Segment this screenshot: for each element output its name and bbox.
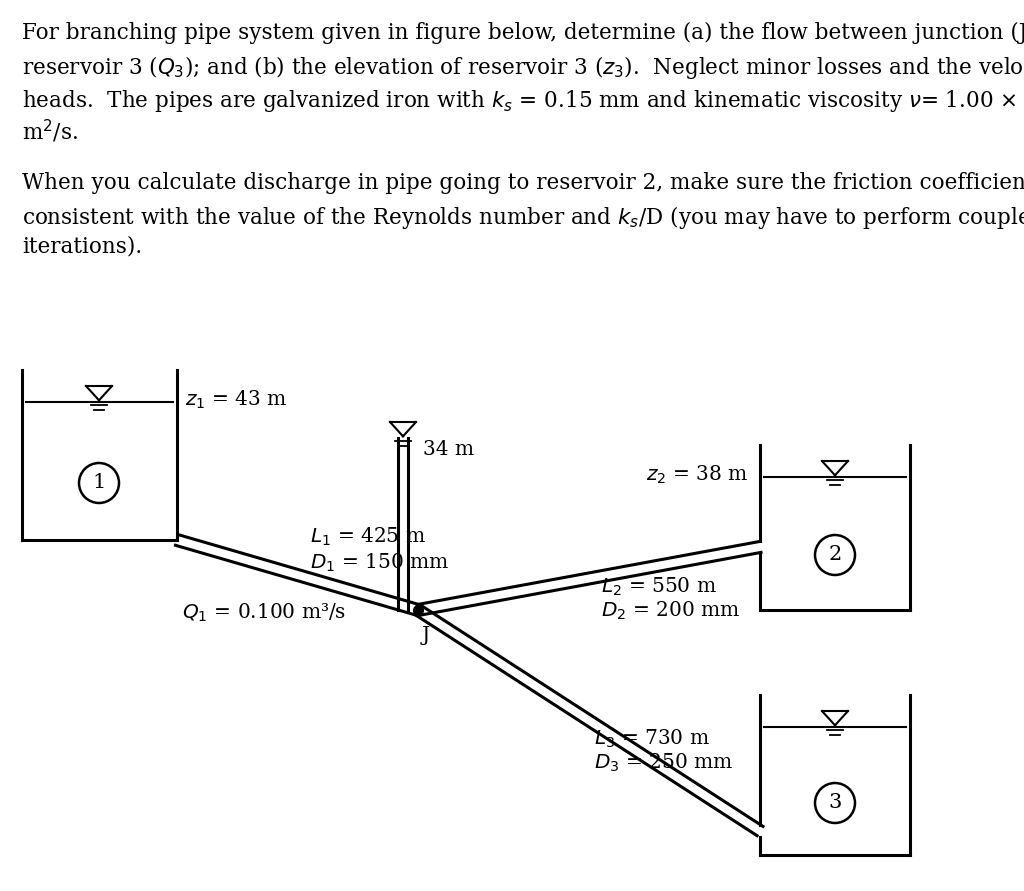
Text: $D_3$ = 250 mm: $D_3$ = 250 mm	[594, 751, 733, 773]
Text: J: J	[422, 626, 430, 645]
Text: consistent with the value of the Reynolds number and $k_s$/D (you may have to pe: consistent with the value of the Reynold…	[22, 204, 1024, 231]
Text: 2: 2	[828, 545, 842, 565]
Text: 3: 3	[828, 794, 842, 813]
Text: For branching pipe system given in figure below, determine (a) the flow between : For branching pipe system given in figur…	[22, 22, 1024, 44]
Text: iterations).: iterations).	[22, 236, 142, 258]
Text: m$^2$/s.: m$^2$/s.	[22, 118, 78, 145]
Text: reservoir 3 ($Q_3$); and (b) the elevation of reservoir 3 ($z_3$).  Neglect mino: reservoir 3 ($Q_3$); and (b) the elevati…	[22, 54, 1024, 81]
Text: heads.  The pipes are galvanized iron with $k_s$ = 0.15 mm and kinematic viscosi: heads. The pipes are galvanized iron wit…	[22, 86, 1024, 116]
Text: $L_1$ = 425 m: $L_1$ = 425 m	[309, 526, 425, 548]
Text: $L_2$ = 550 m: $L_2$ = 550 m	[601, 576, 717, 598]
Text: 34 m: 34 m	[423, 440, 474, 459]
Text: 1: 1	[92, 473, 105, 493]
Text: $Q_1$ = 0.100 m³/s: $Q_1$ = 0.100 m³/s	[182, 601, 347, 625]
Text: $D_2$ = 200 mm: $D_2$ = 200 mm	[601, 600, 740, 622]
Text: When you calculate discharge in pipe going to reservoir 2, make sure the frictio: When you calculate discharge in pipe goi…	[22, 172, 1024, 194]
Text: $D_1$ = 150 mm: $D_1$ = 150 mm	[309, 552, 449, 574]
Text: $z_1$ = 43 m: $z_1$ = 43 m	[185, 388, 288, 411]
Text: $L_3$ = 730 m: $L_3$ = 730 m	[594, 727, 710, 749]
Text: $z_2$ = 38 m: $z_2$ = 38 m	[646, 464, 748, 486]
